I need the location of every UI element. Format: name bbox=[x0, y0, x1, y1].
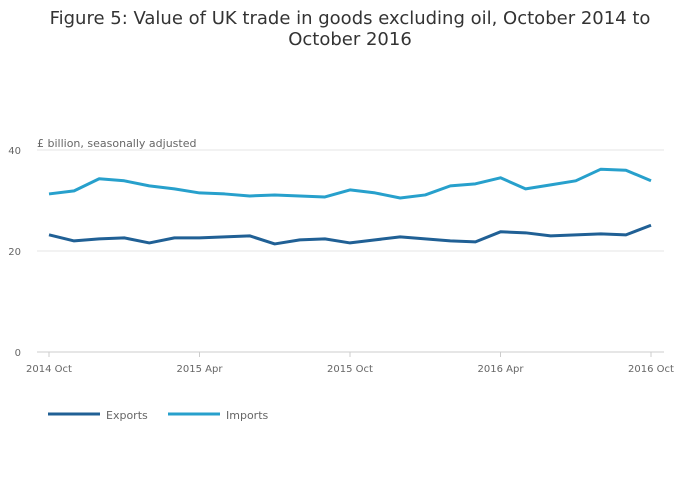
legend-label: Imports bbox=[226, 409, 269, 422]
series-line-exports bbox=[48, 223, 652, 246]
x-tick-label: 2014 Oct bbox=[26, 364, 72, 375]
legend-label: Exports bbox=[106, 409, 148, 422]
chart-title: Figure 5: Value of UK trade in goods exc… bbox=[49, 8, 651, 50]
x-tick-label: 2015 Oct bbox=[327, 364, 373, 375]
x-tick-label: 2016 Oct bbox=[628, 364, 674, 375]
y-tick-label: 20 bbox=[8, 247, 21, 258]
series-line-imports bbox=[48, 167, 652, 200]
x-tick-label: 2015 Apr bbox=[177, 364, 224, 375]
x-tick-label: 2016 Apr bbox=[478, 364, 525, 375]
y-tick-label: 0 bbox=[15, 348, 21, 359]
y-tick-label: 40 bbox=[8, 146, 21, 157]
y-axis-label: £ billion, seasonally adjusted bbox=[37, 137, 196, 150]
